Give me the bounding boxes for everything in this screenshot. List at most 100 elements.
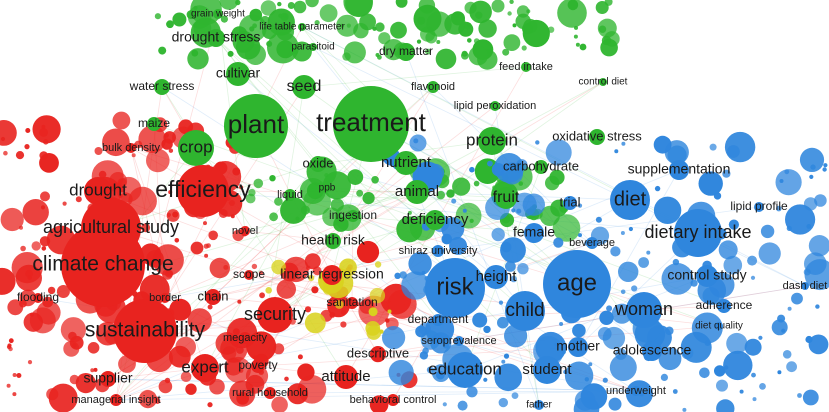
term-label-grain-weight[interactable]: grain weight	[191, 9, 245, 20]
term-label-nutrient[interactable]: nutrient	[381, 154, 432, 171]
term-label-education[interactable]: education	[428, 359, 502, 378]
node-dash-diet[interactable]	[801, 282, 809, 290]
term-label-woman[interactable]: woman	[614, 299, 673, 319]
node-ppb[interactable]	[323, 184, 331, 192]
node-height[interactable]	[484, 265, 508, 289]
term-label-water-stress[interactable]: water stress	[129, 79, 195, 93]
term-label-dash-diet[interactable]: dash diet	[783, 280, 828, 292]
node-water-stress[interactable]	[154, 79, 170, 95]
term-label-rural-household[interactable]: rural household	[232, 387, 308, 399]
term-label-height[interactable]: height	[476, 268, 518, 285]
term-label-efficiency[interactable]: efficiency	[155, 176, 251, 202]
term-label-life-table-parameter[interactable]: life table parameter	[259, 22, 345, 33]
node-parasitoid[interactable]	[309, 43, 317, 51]
term-label-animal[interactable]: animal	[395, 183, 439, 200]
term-label-chain[interactable]: chain	[197, 288, 228, 303]
node-oxide[interactable]	[310, 156, 326, 172]
term-label-novel[interactable]: novel	[232, 225, 258, 237]
term-label-lipid-profile[interactable]: lipid profile	[730, 199, 788, 213]
node-flooding[interactable]	[33, 293, 43, 303]
node-female[interactable]	[524, 223, 544, 243]
term-label-climate-change[interactable]: climate change	[32, 253, 173, 276]
node-control-diet[interactable]	[599, 78, 607, 86]
term-label-feed-intake[interactable]: feed intake	[499, 61, 553, 73]
term-label-plant[interactable]: plant	[228, 109, 285, 139]
node-expert[interactable]	[191, 354, 219, 382]
node-lipid-profile[interactable]	[754, 202, 764, 212]
node-supplier[interactable]	[100, 371, 116, 387]
term-label-control-diet[interactable]: control diet	[579, 77, 628, 88]
node-diet[interactable]	[610, 180, 650, 220]
node-security[interactable]	[257, 297, 293, 333]
node-sustainability[interactable]	[113, 299, 177, 363]
node-bulk-density[interactable]	[126, 143, 136, 153]
node-lipid-peroxidation[interactable]	[490, 101, 500, 111]
term-label-adolescence[interactable]: adolescence	[613, 342, 692, 358]
term-label-father[interactable]: father	[526, 400, 552, 411]
term-label-flavonoid[interactable]: flavonoid	[411, 81, 455, 93]
term-label-expert[interactable]: expert	[181, 357, 229, 376]
node-mother[interactable]	[568, 337, 588, 357]
node-control-study[interactable]	[696, 265, 718, 287]
term-label-security[interactable]: security	[244, 304, 306, 324]
node-feed-intake[interactable]	[521, 62, 531, 72]
node-seed[interactable]	[292, 75, 316, 99]
term-label-fruit[interactable]: fruit	[493, 189, 520, 206]
node-megacity[interactable]	[239, 332, 251, 344]
term-label-trial[interactable]: trial	[560, 194, 581, 209]
term-label-supplier[interactable]: supplier	[83, 370, 132, 386]
term-label-lipid-peroxidation[interactable]: lipid peroxidation	[454, 100, 537, 112]
term-label-department[interactable]: department	[408, 312, 469, 326]
term-label-ppb[interactable]: ppb	[319, 183, 336, 194]
node-adherence[interactable]	[717, 299, 731, 313]
term-label-dry-matter[interactable]: dry matter	[379, 44, 433, 58]
term-label-carbohydrate[interactable]: carbohydrate	[503, 158, 579, 173]
term-label-linear-regression[interactable]: linear regression	[280, 266, 384, 282]
term-label-megacity[interactable]: megacity	[223, 332, 268, 344]
term-label-drought-stress[interactable]: drought stress	[172, 29, 261, 45]
term-label-poverty[interactable]: poverty	[238, 358, 277, 372]
node-descriptive[interactable]	[370, 346, 386, 362]
term-label-underweight[interactable]: underweight	[606, 385, 666, 397]
node-life-table-parameter[interactable]	[298, 23, 306, 31]
term-label-age[interactable]: age	[557, 269, 597, 296]
node-nutrient[interactable]	[394, 151, 418, 175]
term-label-sanitation[interactable]: sanitation	[326, 295, 377, 309]
term-label-adherence[interactable]: adherence	[696, 298, 753, 312]
term-label-bulk-density[interactable]: bulk density	[102, 142, 161, 154]
node-scope[interactable]	[244, 270, 254, 280]
node-trial[interactable]	[563, 196, 577, 210]
term-label-seroprevalence[interactable]: seroprevalence	[421, 335, 496, 347]
node-sanitation[interactable]	[346, 297, 358, 309]
term-label-beverage[interactable]: beverage	[569, 237, 615, 249]
node-health-risk[interactable]	[325, 233, 341, 249]
term-label-sustainability[interactable]: sustainability	[85, 319, 206, 342]
term-label-drought[interactable]: drought	[69, 180, 127, 199]
node-woman[interactable]	[626, 292, 662, 328]
node-carbohydrate[interactable]	[534, 160, 548, 174]
term-label-health-risk[interactable]: health risk	[301, 232, 366, 248]
node-liquid[interactable]	[284, 189, 296, 201]
node-education[interactable]	[447, 352, 483, 388]
term-label-oxidative-stress[interactable]: oxidative stress	[552, 128, 642, 143]
term-label-crop[interactable]: crop	[179, 137, 212, 156]
node-supplementation[interactable]	[669, 160, 689, 180]
term-label-risk[interactable]: risk	[436, 273, 474, 300]
node-linear-regression[interactable]	[322, 265, 342, 285]
node-managerial-insight[interactable]	[110, 394, 122, 406]
term-label-supplementation[interactable]: supplementation	[628, 161, 731, 177]
node-crop[interactable]	[178, 130, 214, 166]
term-label-shiraz-university[interactable]: shiraz university	[399, 245, 478, 257]
node-plant[interactable]	[224, 94, 288, 158]
term-label-child[interactable]: child	[505, 300, 544, 321]
term-label-maize[interactable]: maize	[138, 116, 170, 130]
node-drought-stress[interactable]	[207, 29, 225, 47]
node-drought[interactable]	[84, 177, 112, 205]
node-attitude[interactable]	[334, 365, 358, 389]
term-label-treatment[interactable]: treatment	[316, 107, 427, 137]
term-label-dietary-intake[interactable]: dietary intake	[644, 222, 751, 242]
node-border[interactable]	[160, 293, 170, 303]
term-label-female[interactable]: female	[513, 224, 555, 240]
